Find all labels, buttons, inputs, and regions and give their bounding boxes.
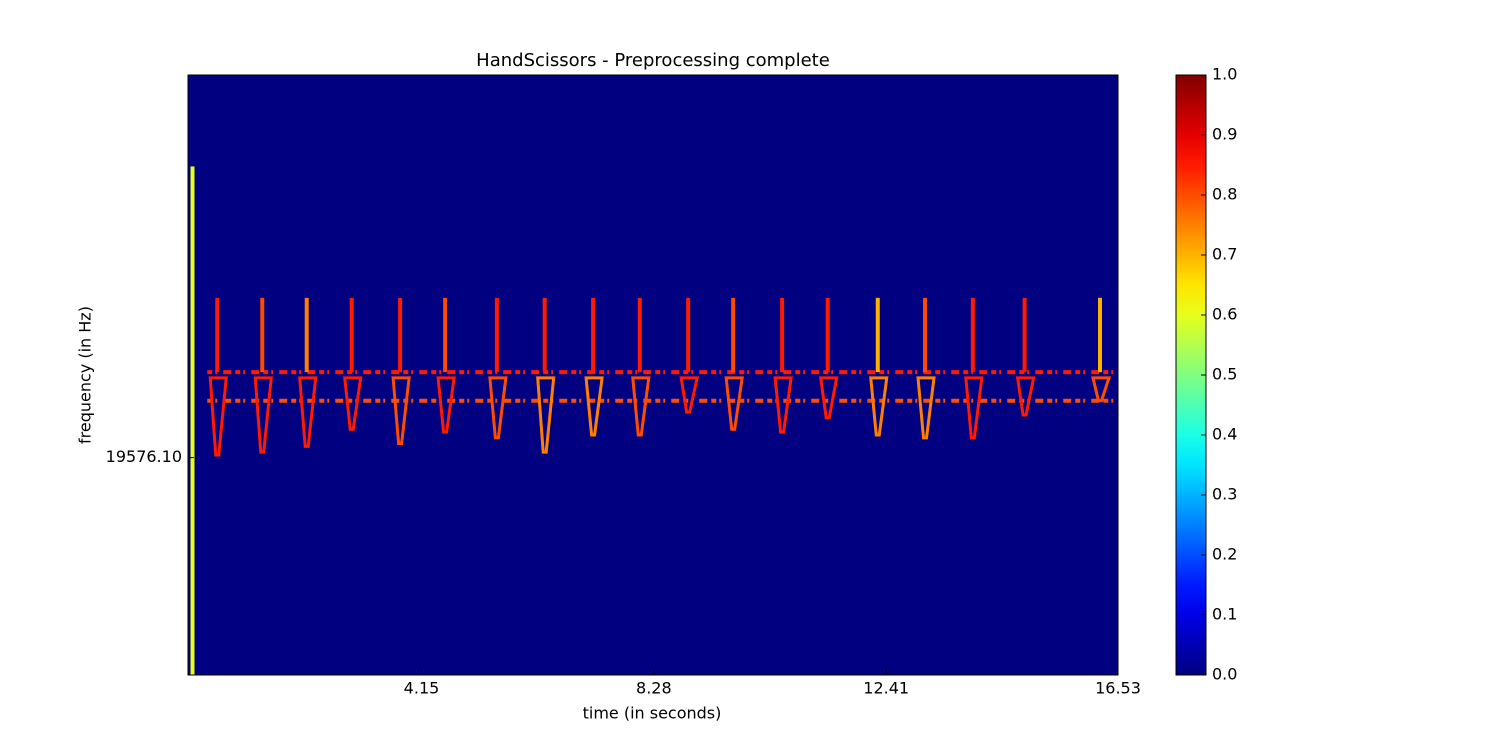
colorbar-tick-label: 0.8 (1212, 185, 1237, 204)
burst-lower (631, 376, 651, 437)
burst-upper (875, 297, 880, 373)
colorbar-tick-label: 0.5 (1212, 365, 1237, 384)
burst-upper (215, 297, 220, 373)
colorbar-tick-label: 0.9 (1212, 125, 1237, 144)
edge-line (190, 166, 195, 675)
y-tick-label: 19576.10 (106, 447, 182, 466)
burst-lower (584, 376, 604, 437)
burst-lower (253, 376, 273, 454)
burst-upper (637, 297, 642, 373)
x-tick-label: 16.53 (1095, 679, 1141, 698)
x-tick-label: 4.15 (404, 679, 440, 698)
burst-upper (923, 297, 928, 373)
burst-lower (773, 376, 793, 434)
burst-upper (591, 297, 596, 373)
colorbar-tick-label: 0.0 (1212, 665, 1237, 684)
colorbar-tick-label: 0.6 (1212, 305, 1237, 324)
colorbar-tick-label: 0.7 (1212, 245, 1237, 264)
burst-lower (208, 376, 228, 457)
burst-upper (1097, 297, 1102, 373)
heatmap-background (188, 75, 1118, 675)
burst-upper (443, 297, 448, 373)
burst-lower (818, 376, 839, 420)
burst-lower (964, 376, 984, 440)
burst-upper (970, 297, 975, 373)
plot-frame (187, 74, 1119, 676)
burst-lower (298, 376, 318, 448)
burst-lower (436, 376, 456, 434)
colorbar-tick-label: 0.3 (1212, 485, 1237, 504)
burst-upper (398, 297, 403, 373)
burst-upper (304, 297, 309, 373)
burst-lower (343, 376, 363, 431)
burst-upper (731, 297, 736, 373)
burst-upper (780, 297, 785, 373)
burst-upper (542, 297, 547, 373)
burst-upper (1022, 297, 1027, 373)
burst-lower (916, 376, 936, 440)
burst-lower (1015, 376, 1036, 417)
burst-lower (488, 376, 508, 440)
burst-lower (1091, 376, 1112, 403)
burst-upper (494, 297, 499, 373)
burst-lower (391, 376, 411, 446)
burst-upper (349, 297, 354, 373)
colorbar-tick-label: 0.2 (1212, 545, 1237, 564)
x-axis-label: time (in seconds) (583, 704, 722, 723)
x-tick-label: 12.41 (863, 679, 909, 698)
colorbar-tick-label: 0.1 (1212, 605, 1237, 624)
burst-lower (679, 376, 700, 414)
burst-lower (724, 376, 744, 431)
colorbar-tick-label: 1.0 (1212, 65, 1237, 84)
burst-upper (825, 297, 830, 373)
burst-lower (536, 376, 556, 454)
burst-lower (869, 376, 889, 437)
y-axis-label: frequency (in Hz) (76, 306, 95, 444)
colorbar-tick-label: 0.4 (1212, 425, 1237, 444)
x-tick-label: 8.28 (636, 679, 672, 698)
burst-upper (260, 297, 265, 373)
chart-title: HandScissors - Preprocessing complete (476, 50, 830, 71)
burst-upper (686, 297, 691, 373)
